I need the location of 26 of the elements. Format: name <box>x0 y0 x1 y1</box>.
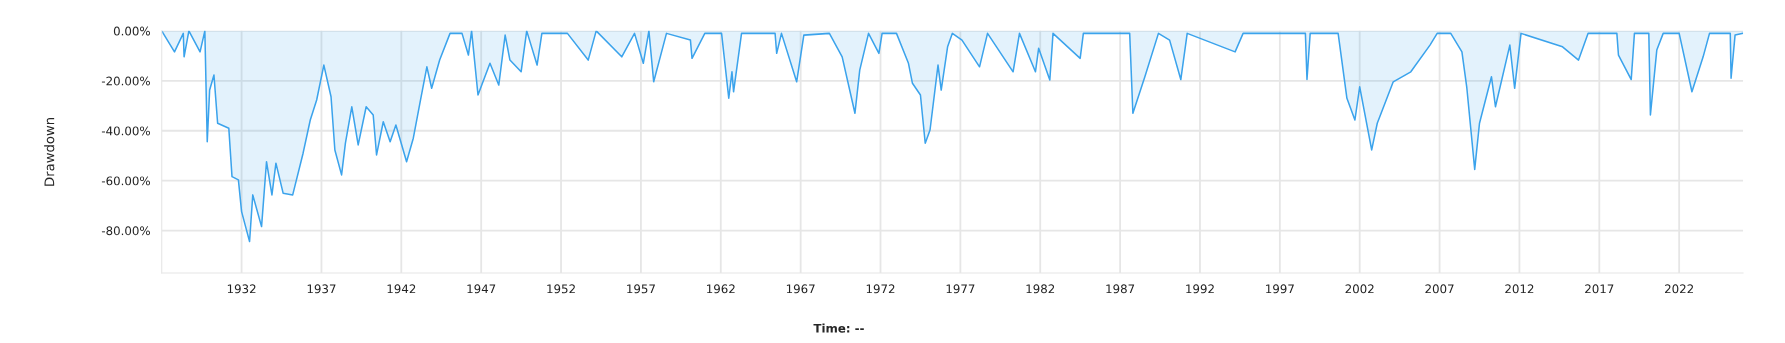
y-tick-label: -60.00% <box>101 176 150 186</box>
text: Time: -- <box>813 323 864 333</box>
y-tick-label: 0.00% <box>113 26 150 36</box>
x-tick-label: 1977 <box>946 284 975 294</box>
x-tick-label: 1997 <box>1266 284 1294 294</box>
x-tick-label: 1952 <box>547 284 575 294</box>
y-tick-label: -40.00% <box>101 126 150 136</box>
x-tick-label: 2002 <box>1345 284 1374 294</box>
x-tick-label: 1987 <box>1106 284 1135 294</box>
x-tick-label: 1962 <box>707 284 735 294</box>
x-tick-label: 1942 <box>387 284 416 294</box>
x-tick-label: 1972 <box>866 284 895 294</box>
x-tick-label: 1947 <box>467 284 496 294</box>
x-tick-label: 1932 <box>227 284 256 294</box>
x-tick-label: 1967 <box>786 284 815 294</box>
x-tick-label: 1957 <box>627 284 655 294</box>
x-tick-label: 2007 <box>1425 284 1454 294</box>
x-tick-label: 1982 <box>1026 284 1055 294</box>
x-tick-label: 2012 <box>1505 284 1534 294</box>
y-tick-label: -80.00% <box>101 226 150 236</box>
x-tick-label: 2017 <box>1585 284 1614 294</box>
x-tick-label: 1992 <box>1186 284 1214 294</box>
y-tick-label: -20.00% <box>101 76 150 86</box>
y-axis-title: Drawdown <box>44 118 55 186</box>
x-tick-label: 2022 <box>1665 284 1693 294</box>
x-tick-label: 1937 <box>307 284 336 294</box>
